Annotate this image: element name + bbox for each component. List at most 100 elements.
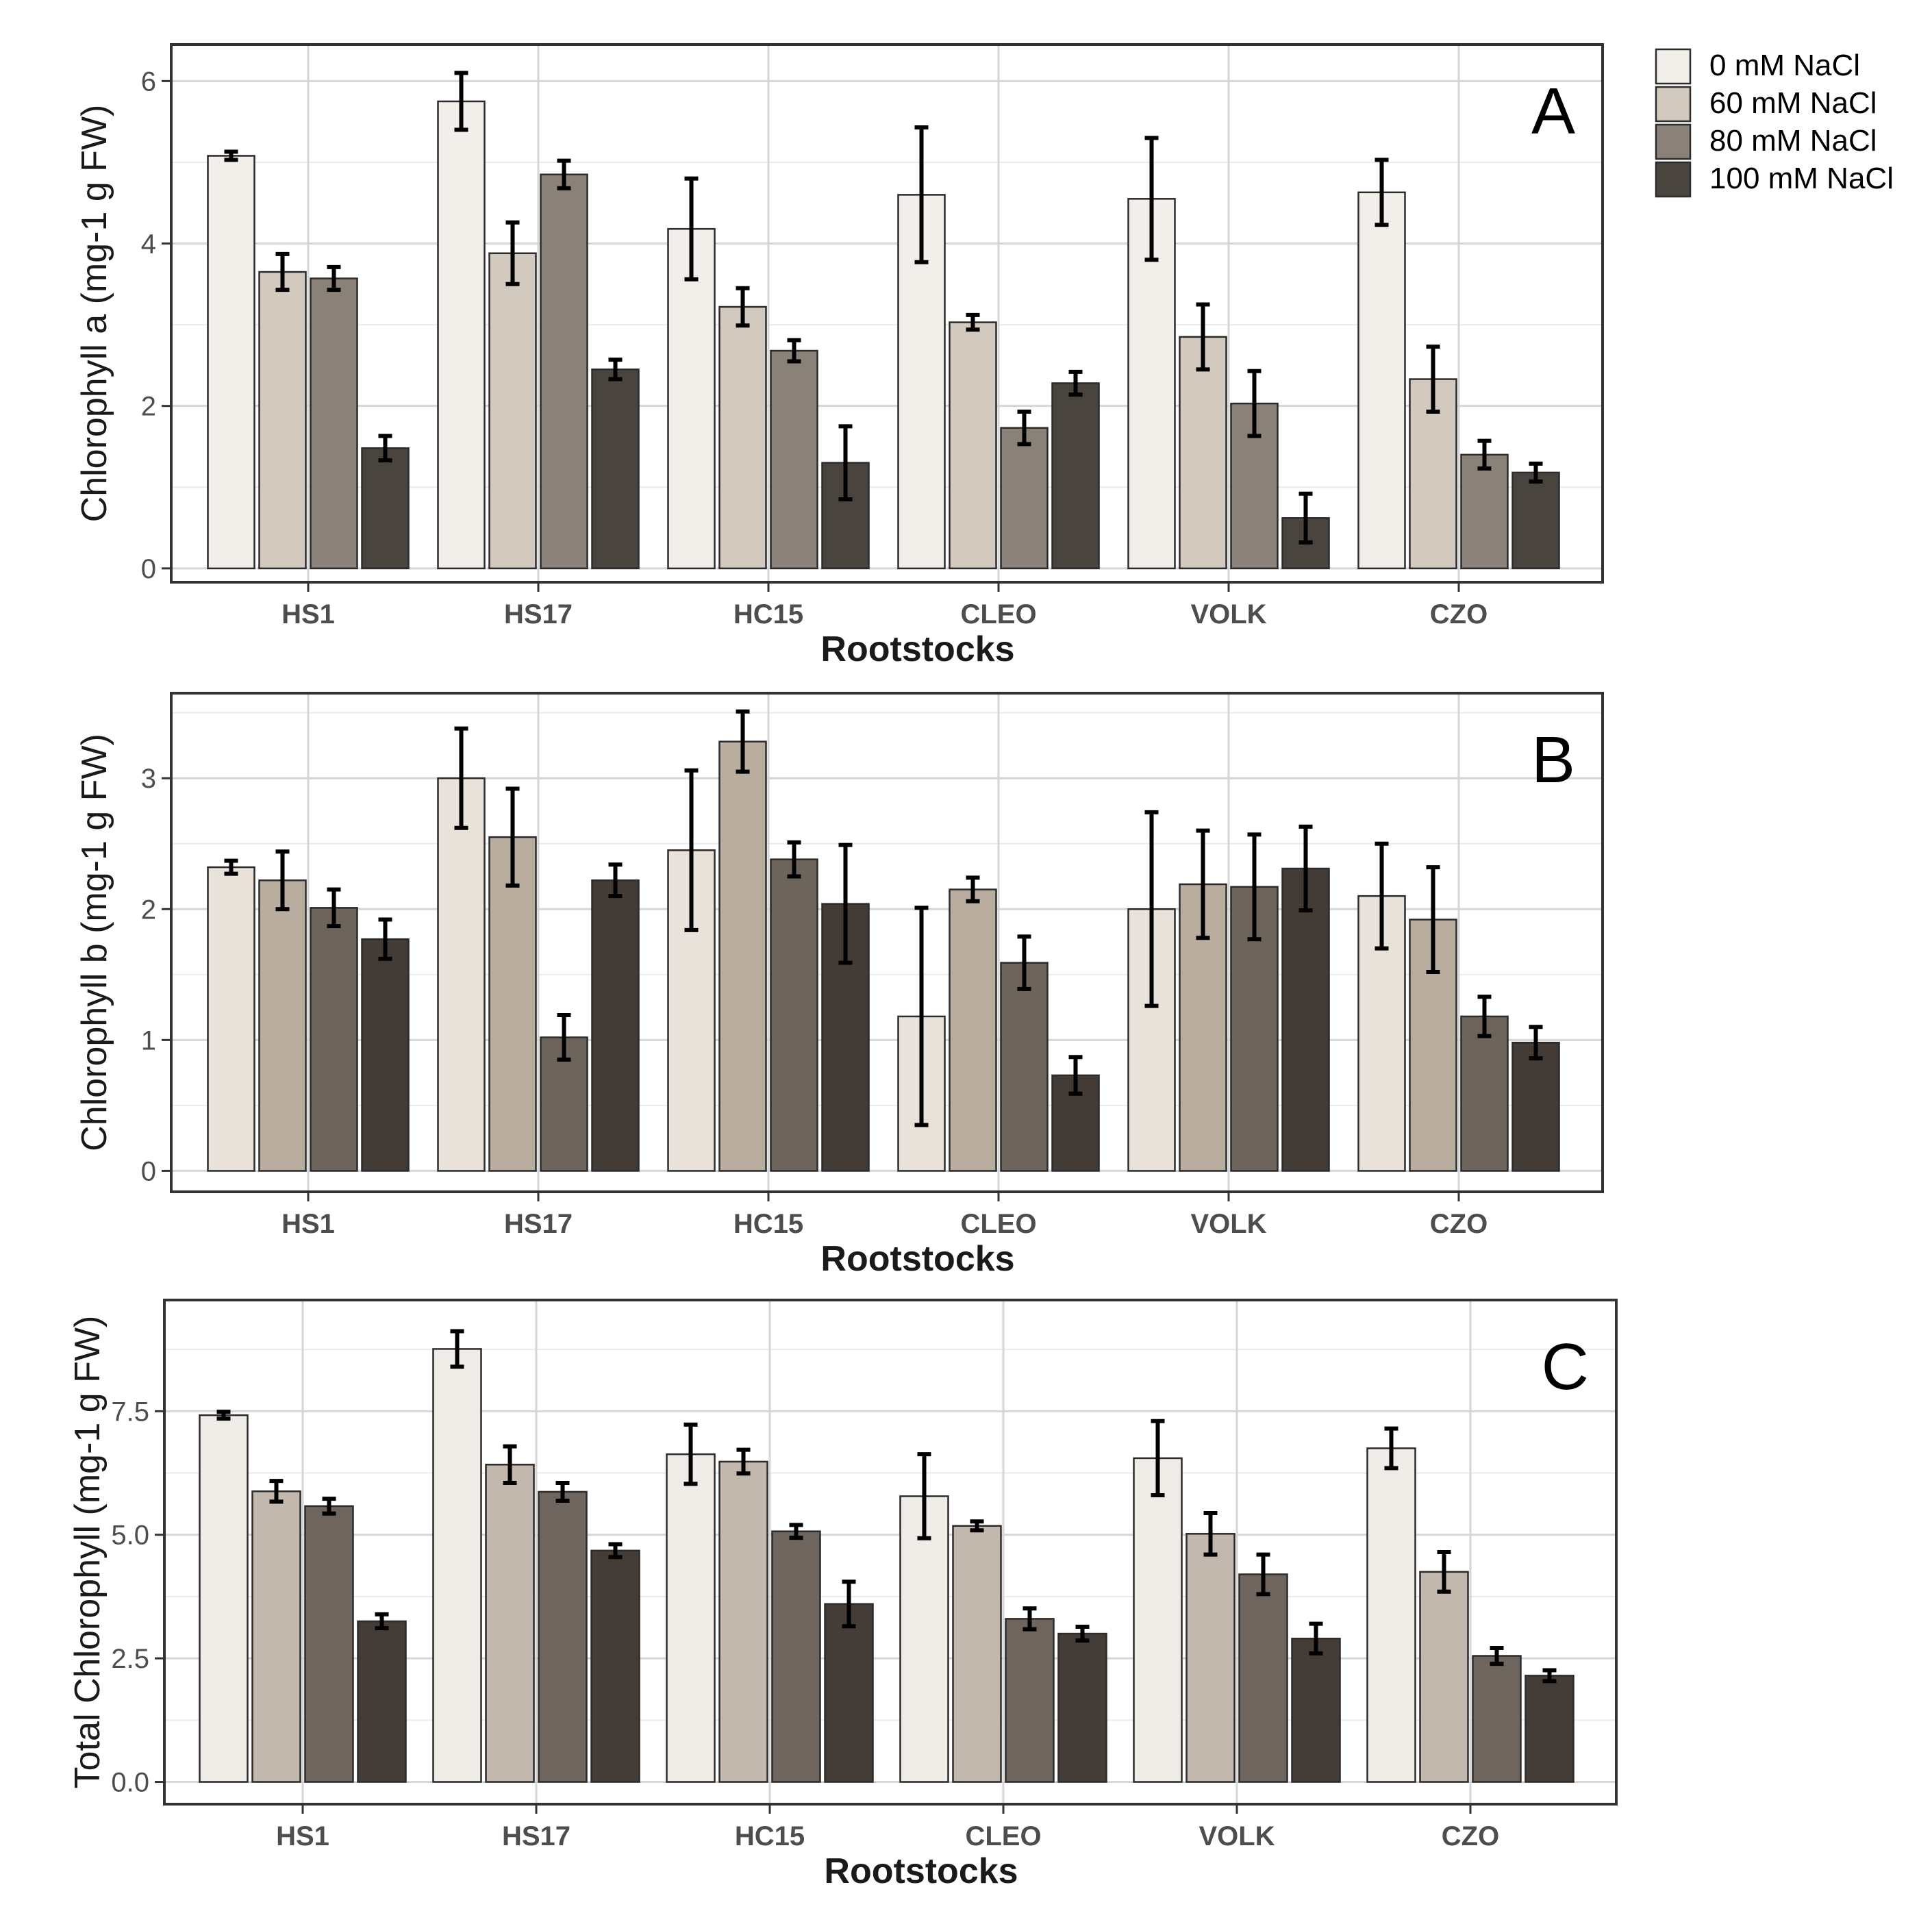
bar-hs17-series-0 <box>437 777 486 1172</box>
panel-a: 0 2 4 6 HS1 HS17 HC15 CLEO VOLK CZO Rootstocks Chlo… <box>75 43 1604 669</box>
x-tick-label-czo: CZO <box>1442 1821 1499 1851</box>
legend-label-2: 80 mM NaCl <box>1709 124 1877 158</box>
legend-label-0: 0 mM NaCl <box>1709 49 1860 82</box>
x-axis-title: Rootstocks <box>820 1239 1014 1279</box>
bar-czo-series-3 <box>1511 1041 1560 1172</box>
bar-hs17-series-1 <box>485 1464 535 1783</box>
legend-label-1: 60 mM NaCl <box>1709 86 1877 120</box>
x-tick-label-hs17: HS17 <box>504 599 573 629</box>
bar-volk-series-1 <box>1179 336 1227 570</box>
legend: 0 mM NaCl 60 mM NaCl 80 mM NaCl 100 mM NaCl <box>1655 48 1894 198</box>
x-tick-label-volk: VOLK <box>1199 1821 1275 1851</box>
x-tick-label-hs17: HS17 <box>504 1209 573 1239</box>
bar-hc15-series-0 <box>666 1453 716 1783</box>
x-tick-label-hc15: HC15 <box>733 1209 803 1239</box>
x-tick-label-hs1: HS1 <box>276 1821 329 1851</box>
legend-swatch-1 <box>1655 86 1692 123</box>
bar-cleo-series-3 <box>1057 1632 1107 1783</box>
bar-hs17-series-2 <box>538 1490 588 1783</box>
bar-hs1-series-1 <box>258 271 307 570</box>
bar-czo-series-3 <box>1511 471 1560 570</box>
bar-hs17-series-2 <box>540 1036 588 1172</box>
bar-hs17-series-0 <box>432 1348 482 1783</box>
panel-b: 0 1 2 3 HS1 HS17 HC15 CLEO VOLK CZO Rootstocks Chlo… <box>75 692 1604 1279</box>
bar-hs17-series-3 <box>590 1549 640 1783</box>
y-tick-label: 1 <box>141 1025 156 1056</box>
bar-hc15-series-1 <box>718 1460 768 1783</box>
bar-hs1-series-0 <box>207 866 255 1172</box>
panel-letter: B <box>1531 723 1575 797</box>
bar-hs1-series-2 <box>310 907 358 1172</box>
y-tick-label: 4 <box>141 229 156 260</box>
legend-label-3: 100 mM NaCl <box>1709 162 1894 195</box>
x-axis-title: Rootstocks <box>820 629 1014 669</box>
bar-hc15-series-0 <box>667 227 716 570</box>
bar-hs17-series-2 <box>540 173 588 570</box>
bar-volk-series-2 <box>1238 1573 1288 1783</box>
y-tick-label: 6 <box>141 66 156 97</box>
x-tick-label-cleo: CLEO <box>960 599 1036 629</box>
panel-b-frame <box>170 692 1604 1193</box>
bar-hs17-series-0 <box>437 100 486 570</box>
bar-cleo-series-2 <box>1005 1618 1055 1783</box>
y-tick-label: 2 <box>141 392 156 422</box>
bar-volk-series-3 <box>1281 867 1330 1172</box>
bar-hs1-series-1 <box>251 1490 301 1783</box>
bar-volk-series-0 <box>1133 1457 1183 1783</box>
bar-hs1-series-0 <box>199 1414 249 1783</box>
bar-cleo-series-2 <box>1000 427 1049 570</box>
panel-c-frame <box>163 1299 1618 1806</box>
y-axis-title: Chlorophyll a (mg-1 g FW) <box>75 105 114 523</box>
bar-hs1-series-3 <box>361 447 410 570</box>
y-axis-title: Total Chlorophyll (mg-1 g FW) <box>68 1316 108 1789</box>
x-tick-label-hs1: HS1 <box>281 1209 335 1239</box>
y-axis-title: Chlorophyll b (mg-1 g FW) <box>75 734 114 1151</box>
bar-hs1-series-2 <box>304 1505 354 1783</box>
bar-hs17-series-1 <box>488 836 537 1172</box>
legend-swatch-0 <box>1655 48 1692 85</box>
bar-volk-series-1 <box>1185 1533 1235 1783</box>
bar-hc15-series-2 <box>770 858 818 1172</box>
bar-hc15-series-1 <box>718 305 767 570</box>
bar-hs17-series-3 <box>591 369 640 570</box>
x-tick-label-cleo: CLEO <box>960 1209 1036 1239</box>
y-tick-label: 7.5 <box>111 1397 149 1427</box>
bar-hs1-series-3 <box>357 1620 407 1783</box>
x-tick-label-czo: CZO <box>1430 599 1488 629</box>
panel-a-frame <box>170 43 1604 584</box>
x-tick-label-volk: VOLK <box>1190 599 1266 629</box>
bar-hs1-series-2 <box>310 277 358 570</box>
panel-c: 0.0 2.5 5.0 7.5 HS1 HS17 HC15 CLEO VOLK CZO Rootst… <box>68 1299 1618 1891</box>
y-tick-label: 0.0 <box>111 1768 149 1798</box>
x-tick-label-hc15: HC15 <box>735 1821 805 1851</box>
x-tick-label-hs17: HS17 <box>502 1821 570 1851</box>
panel-letter: C <box>1542 1330 1589 1403</box>
bar-cleo-series-1 <box>949 321 997 570</box>
bar-cleo-series-1 <box>952 1525 1002 1783</box>
y-tick-label: 2.5 <box>111 1644 149 1674</box>
bar-hs1-series-0 <box>207 155 255 570</box>
bar-czo-series-3 <box>1525 1675 1575 1783</box>
x-tick-label-cleo: CLEO <box>965 1821 1041 1851</box>
bar-hc15-series-3 <box>824 1603 874 1783</box>
bar-czo-series-2 <box>1460 1015 1509 1172</box>
bar-cleo-series-3 <box>1051 382 1100 570</box>
bar-czo-series-0 <box>1366 1447 1416 1783</box>
x-axis-title: Rootstocks <box>824 1851 1018 1891</box>
bar-hs17-series-3 <box>591 879 640 1172</box>
bar-hc15-series-1 <box>718 740 767 1172</box>
bar-czo-series-0 <box>1357 191 1406 570</box>
bar-hs1-series-3 <box>361 938 410 1172</box>
bar-hc15-series-2 <box>771 1530 821 1783</box>
bar-cleo-series-1 <box>949 888 997 1172</box>
bar-hs17-series-1 <box>488 252 537 570</box>
x-tick-label-hc15: HC15 <box>733 599 803 629</box>
y-tick-label: 0 <box>141 1156 156 1186</box>
x-tick-label-czo: CZO <box>1430 1209 1488 1239</box>
bar-czo-series-2 <box>1460 453 1509 570</box>
bar-cleo-series-2 <box>1000 962 1049 1172</box>
bar-czo-series-1 <box>1419 1571 1469 1783</box>
legend-swatch-3 <box>1655 161 1692 198</box>
panel-letter: A <box>1531 75 1575 148</box>
